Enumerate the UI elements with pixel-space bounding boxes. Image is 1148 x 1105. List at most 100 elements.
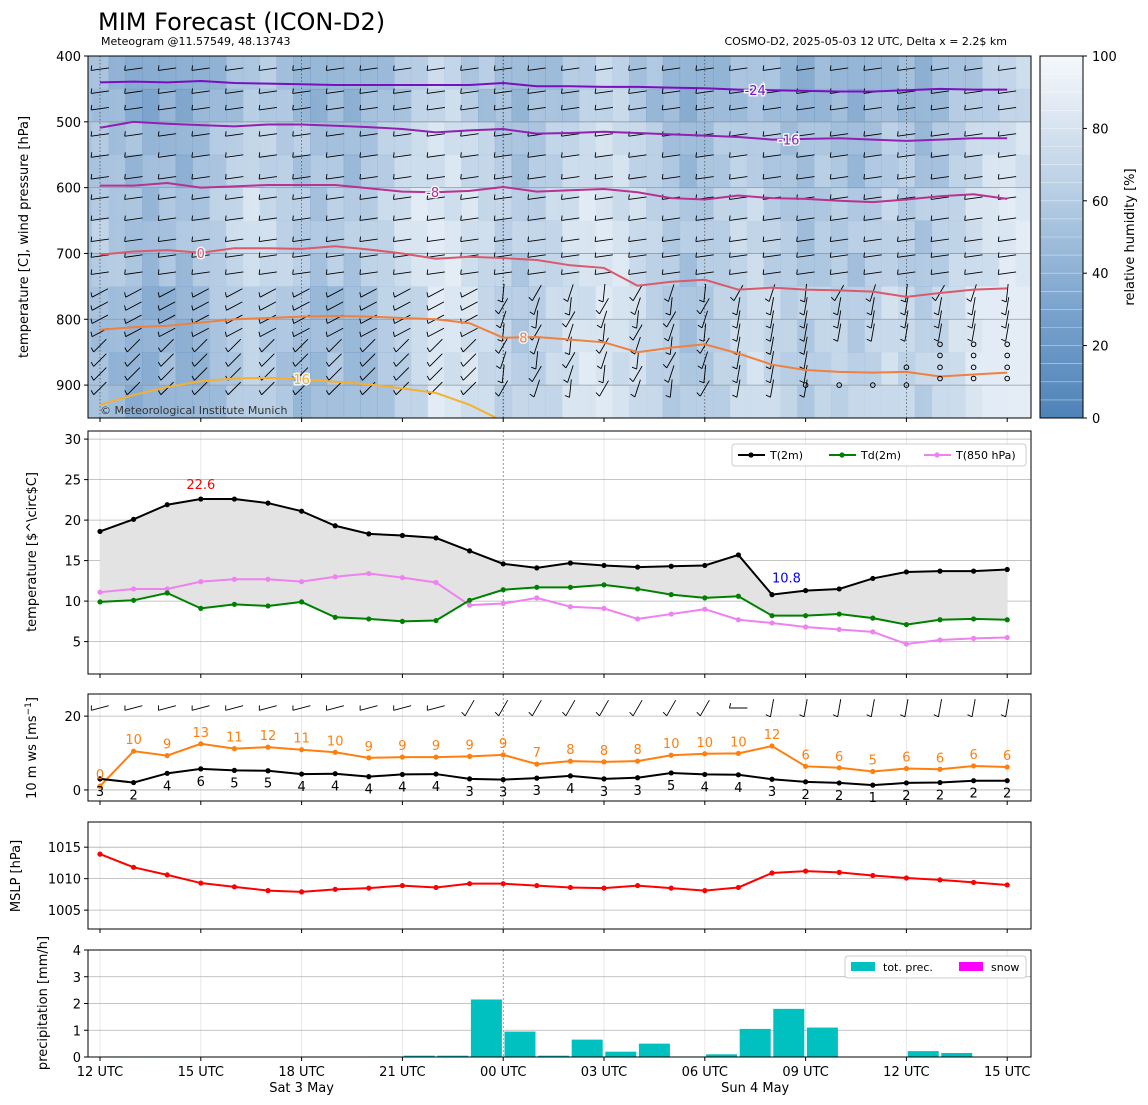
wind-barb-flag bbox=[997, 65, 1000, 71]
humidity-cell bbox=[461, 352, 479, 386]
wind-barb-flag bbox=[1000, 312, 1006, 316]
humidity-cell bbox=[864, 319, 882, 353]
wind-barb bbox=[729, 217, 748, 221]
humidity-cell bbox=[646, 319, 664, 353]
humidity-cell bbox=[377, 154, 395, 189]
wind-barb bbox=[427, 217, 445, 221]
humidity-cell bbox=[595, 286, 613, 320]
wind-barb-flag bbox=[493, 269, 496, 275]
wind-barb-flag bbox=[157, 318, 160, 324]
wind-barb-flag bbox=[191, 347, 195, 353]
calm-marker bbox=[903, 364, 910, 371]
wind-barb bbox=[897, 254, 916, 258]
wind-barb bbox=[595, 90, 613, 94]
humidity-cell bbox=[427, 220, 445, 255]
wind-barb-flag bbox=[90, 292, 93, 298]
wind-barb bbox=[830, 238, 849, 242]
t850-line bbox=[99, 572, 1008, 646]
wind-barb-flag bbox=[496, 324, 501, 329]
wind-barb bbox=[998, 133, 1017, 137]
wind-barb bbox=[1005, 323, 1010, 342]
wind-barb bbox=[695, 217, 714, 221]
wind-barb-flag bbox=[561, 152, 563, 158]
wind-barb-flag bbox=[765, 351, 771, 355]
wind-barb-flag bbox=[561, 269, 563, 275]
gust-point bbox=[332, 749, 338, 755]
gust-point bbox=[467, 753, 473, 759]
wind-barb-flag bbox=[258, 131, 261, 137]
humidity-cell bbox=[175, 352, 193, 386]
wind-barb-flag bbox=[392, 305, 395, 311]
wind-barb bbox=[796, 154, 815, 158]
wind-barb-flag bbox=[829, 236, 832, 242]
wind-barb-flag bbox=[665, 395, 671, 398]
humidity-cell bbox=[444, 154, 462, 189]
wind-barb-flag bbox=[258, 104, 261, 110]
humidity-cell bbox=[461, 385, 479, 418]
wind-barb bbox=[769, 364, 775, 383]
humidity-cell bbox=[343, 253, 361, 287]
wind-barb bbox=[628, 90, 647, 94]
wind-barb bbox=[567, 365, 574, 383]
wind-barb-flag bbox=[527, 104, 529, 110]
wind-barb-flag bbox=[729, 269, 731, 275]
x-tick-label: 15 UTC bbox=[984, 1065, 1030, 1080]
humidity-cell bbox=[713, 88, 731, 123]
wind-barb-surface bbox=[91, 705, 109, 711]
mslp-point bbox=[635, 882, 641, 889]
humidity-cell bbox=[293, 187, 311, 222]
humidity-cell bbox=[914, 121, 933, 156]
humidity-cell bbox=[562, 187, 580, 222]
humidity-cell bbox=[326, 88, 345, 123]
humidity-cell bbox=[679, 187, 697, 222]
wind-barb bbox=[803, 379, 808, 398]
humidity-cell bbox=[948, 187, 966, 222]
wind-barb-flag bbox=[527, 174, 529, 180]
wind-barb bbox=[259, 271, 277, 275]
wind-barb bbox=[427, 327, 445, 338]
y-tick-label: 30 bbox=[64, 433, 81, 448]
wind-barb-flag bbox=[631, 366, 637, 370]
wind-barb bbox=[191, 154, 210, 158]
wind-barb-flag bbox=[762, 152, 765, 158]
humidity-cell bbox=[763, 88, 781, 123]
mean-wind-point bbox=[735, 772, 742, 778]
wind-barb-flag bbox=[661, 236, 664, 242]
t850-point bbox=[97, 589, 103, 595]
wind-barb-flag bbox=[661, 65, 664, 71]
wind-barb-flag bbox=[292, 292, 295, 298]
humidity-cell bbox=[814, 220, 832, 255]
wind-barb-surface bbox=[359, 705, 378, 711]
wind-barb bbox=[931, 254, 949, 258]
humidity-cell bbox=[881, 286, 899, 320]
humidity-cell bbox=[746, 220, 765, 255]
wind-barb-flag bbox=[124, 174, 126, 180]
humidity-cell bbox=[276, 253, 294, 287]
wind-barb bbox=[499, 351, 507, 369]
wind-barb-flag bbox=[630, 393, 636, 398]
td2m-point bbox=[164, 590, 170, 596]
wind-barb bbox=[863, 106, 882, 111]
wind-barb bbox=[837, 297, 842, 316]
mslp-point bbox=[366, 885, 372, 891]
wind-barb-flag bbox=[392, 292, 395, 298]
mslp-point bbox=[131, 864, 137, 870]
wind-barb-flag bbox=[629, 377, 634, 383]
wind-barb-flag bbox=[595, 310, 600, 315]
mean-wind-value-label: 2 bbox=[969, 787, 977, 802]
humidity-cell bbox=[948, 352, 966, 386]
wind-barb-flag bbox=[157, 215, 160, 221]
wind-barb bbox=[662, 254, 681, 258]
wind-barb-flag bbox=[863, 252, 865, 258]
humidity-cell bbox=[998, 352, 1017, 386]
humidity-cell bbox=[914, 385, 933, 418]
wind-barb bbox=[964, 176, 983, 180]
humidity-cell bbox=[444, 352, 462, 386]
wind-barb bbox=[91, 288, 109, 298]
wind-barb-flag bbox=[729, 252, 731, 258]
humidity-cell bbox=[881, 253, 899, 287]
wind-barb-flag bbox=[628, 88, 630, 94]
t2m-point bbox=[903, 569, 910, 575]
